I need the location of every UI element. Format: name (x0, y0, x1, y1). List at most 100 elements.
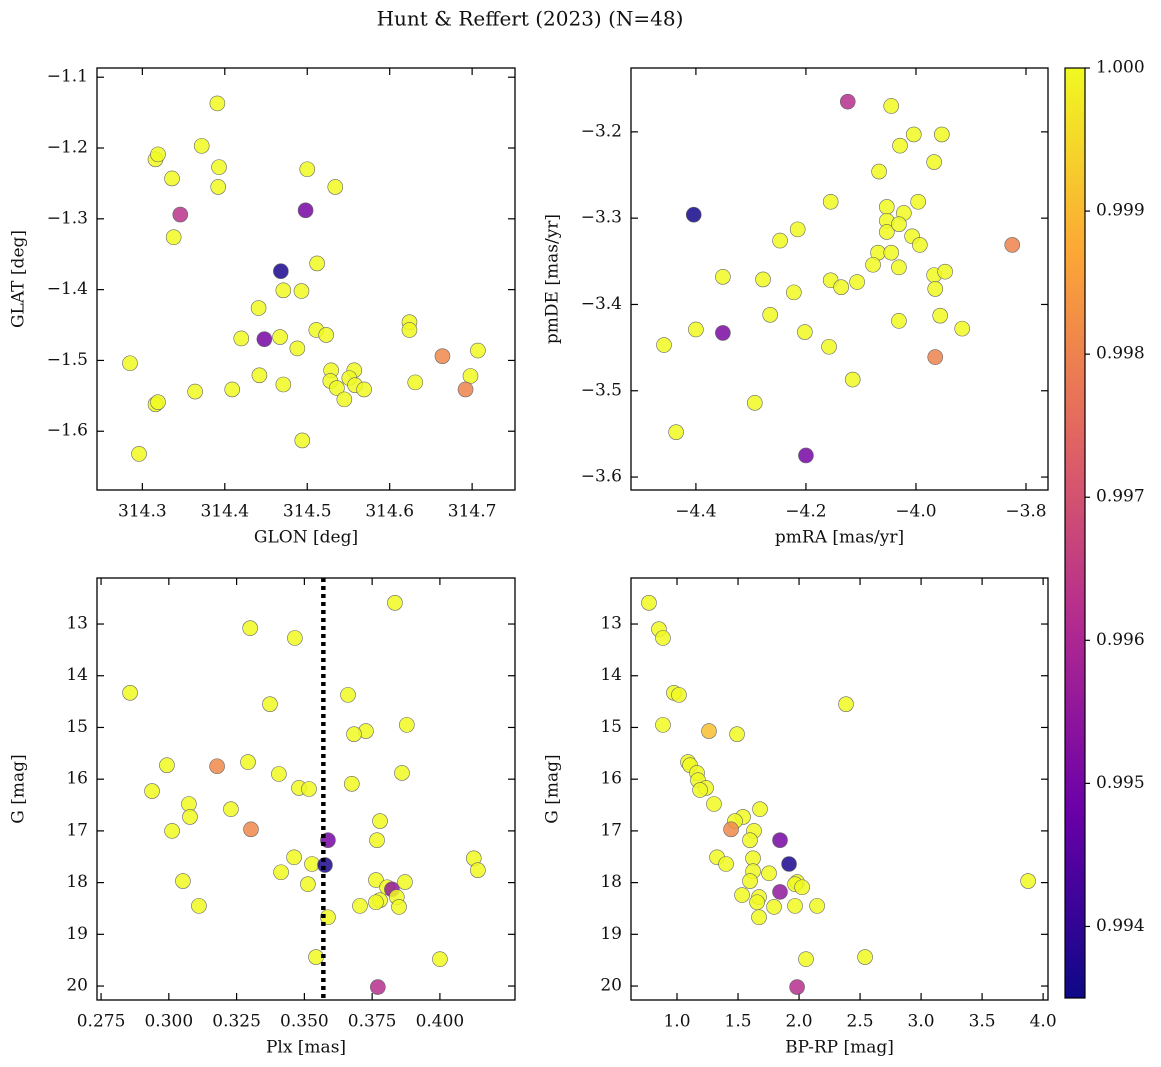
data-point (761, 865, 777, 882)
axes-frame (96, 67, 516, 491)
data-point (368, 894, 384, 911)
data-point (706, 796, 722, 812)
y-tick-label: 19 (66, 924, 88, 944)
data-point (210, 179, 226, 195)
data-point (655, 630, 671, 646)
y-tick-label: 15 (66, 717, 88, 737)
data-point (300, 876, 316, 892)
data-point (910, 193, 926, 210)
data-point (387, 595, 403, 611)
data-point (318, 327, 334, 343)
y-tick-label: 17 (66, 820, 88, 840)
data-point (131, 446, 147, 462)
data-point (391, 899, 407, 915)
data-point (934, 126, 950, 143)
data-point (434, 348, 451, 364)
x-tick-label: 314.4 (200, 502, 249, 522)
x-tick-label: 0.350 (280, 1012, 329, 1032)
x-tick-label: 2.5 (847, 1012, 874, 1032)
data-point (372, 813, 388, 829)
x-axis-label: GLON [deg] (254, 528, 358, 548)
x-tick-label: 4.0 (1030, 1012, 1057, 1032)
y-tick-label: −1.3 (47, 208, 88, 228)
colorbar-tick-label: 1.000 (1096, 58, 1145, 78)
data-point (762, 307, 778, 323)
data-point (809, 898, 825, 914)
x-tick-label: 3.5 (969, 1012, 996, 1032)
x-tick-label: 3.0 (908, 1012, 935, 1032)
data-point (844, 371, 861, 388)
data-point (797, 324, 813, 340)
data-point (668, 424, 684, 440)
axes-frame (630, 577, 1049, 1001)
y-tick-label: 16 (66, 769, 88, 789)
data-point (369, 832, 385, 848)
data-point (224, 381, 241, 398)
x-tick-label: 314.3 (118, 502, 167, 522)
data-point (821, 338, 837, 355)
data-point (164, 170, 180, 187)
data-point (299, 161, 316, 178)
data-point (1004, 237, 1021, 253)
data-point (857, 949, 873, 965)
data-point (833, 279, 849, 295)
data-point (159, 757, 175, 774)
data-point (849, 274, 865, 290)
data-point (370, 979, 386, 995)
data-point (718, 856, 734, 872)
data-point (688, 321, 704, 338)
data-point (787, 898, 803, 914)
data-point (723, 821, 739, 838)
data-point (172, 206, 189, 223)
y-tick-label: −3.3 (581, 208, 622, 228)
data-point (937, 263, 953, 280)
data-point (243, 821, 259, 838)
x-tick-label: 1.5 (725, 1012, 752, 1032)
data-point (275, 376, 292, 393)
x-tick-label: 0.275 (77, 1012, 126, 1032)
y-tick-label: 13 (600, 614, 622, 634)
data-point (122, 685, 138, 701)
data-point (879, 224, 895, 240)
x-tick-label: 314.7 (448, 502, 497, 522)
data-point (240, 754, 256, 770)
data-point (912, 237, 928, 253)
data-point (715, 325, 731, 341)
y-tick-label: 17 (600, 820, 622, 840)
data-point (891, 259, 907, 276)
data-point (892, 137, 908, 154)
data-point (175, 873, 191, 889)
y-tick-label: 15 (600, 717, 622, 737)
data-point (144, 783, 160, 799)
subplot: −4.4 −4.2 −4.0 −3.8 −3.2 −3.3 −3.4 −3.5 −3.6 pmRA… (543, 67, 1049, 548)
x-tick-label: −4.0 (895, 502, 936, 522)
data-point (685, 206, 702, 223)
data-point (671, 687, 687, 703)
data-point (786, 284, 802, 301)
y-tick-label: 13 (66, 614, 88, 634)
data-point (879, 199, 895, 215)
y-axis-label: G [mag] (9, 754, 29, 823)
y-tick-label: −3.5 (581, 380, 622, 400)
x-tick-label: 2.0 (786, 1012, 813, 1032)
data-point (344, 776, 360, 792)
y-tick-label: 20 (600, 976, 622, 996)
y-tick-label: −1.4 (47, 279, 88, 299)
data-point (286, 849, 302, 866)
data-point (397, 874, 413, 890)
data-point (755, 271, 771, 288)
data-point (954, 320, 970, 337)
data-point (150, 394, 166, 411)
colorbar (1064, 67, 1086, 999)
colorbar-tick-label: 0.994 (1096, 916, 1145, 936)
data-point (275, 282, 292, 299)
data-point (883, 244, 900, 261)
data-point (655, 717, 671, 733)
data-point (327, 179, 344, 195)
data-point (692, 782, 708, 798)
data-point (905, 126, 922, 143)
data-point (462, 368, 479, 384)
data-point (883, 98, 900, 114)
